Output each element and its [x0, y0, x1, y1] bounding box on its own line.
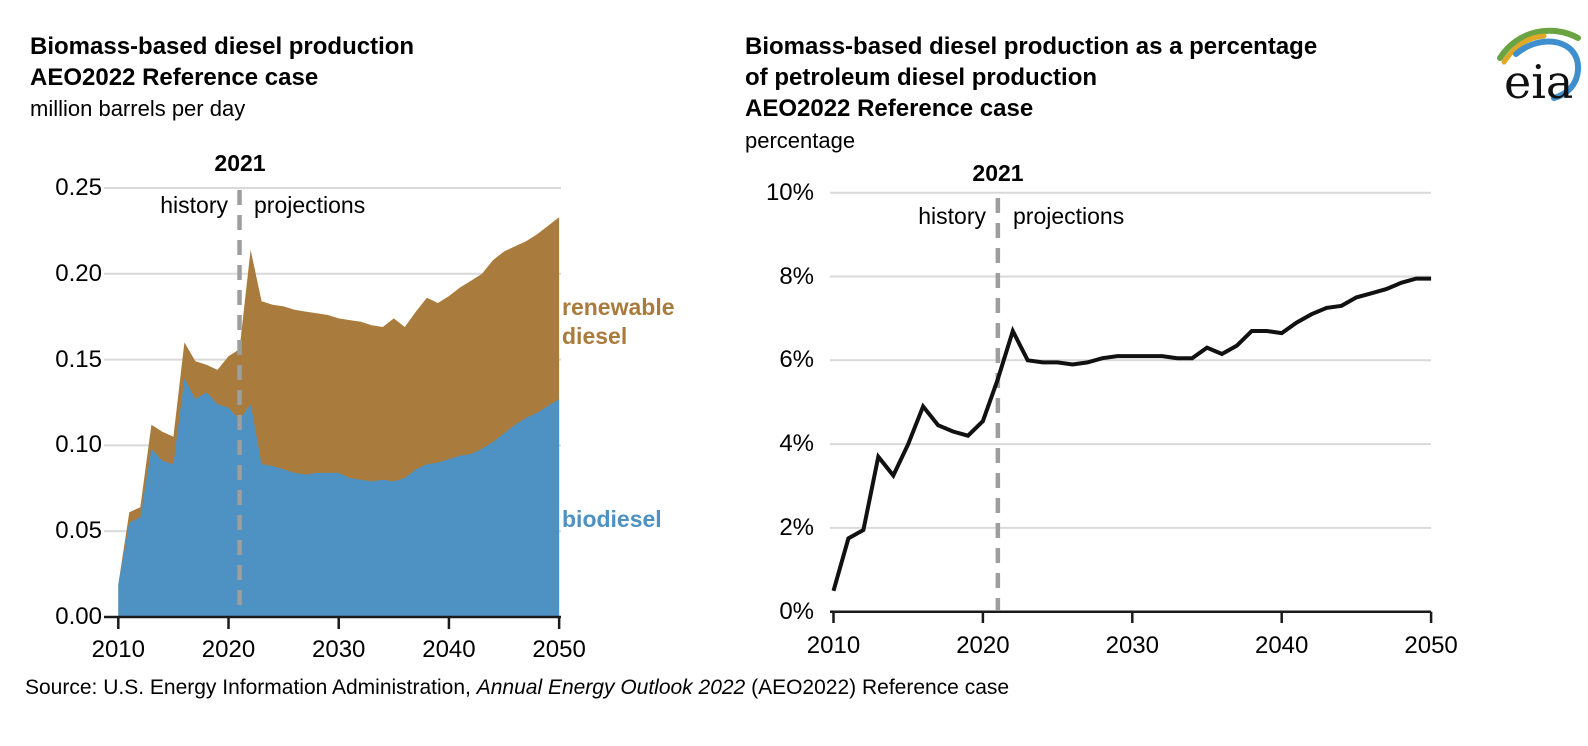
percentage-line — [831, 276, 1432, 592]
right-y-tick-label: 2% — [779, 513, 814, 541]
legend-renewable-line1: renewable — [562, 294, 675, 320]
left-y-tick-label: 0.20 — [55, 259, 102, 287]
right-y-tick-label: 10% — [765, 178, 814, 206]
left-chart-2021-marker: 2021 — [214, 150, 266, 176]
right-chart-history-label: history — [918, 203, 986, 229]
right-y-tick-label: 8% — [779, 262, 814, 290]
left-x-tick-label: 2050 — [532, 636, 586, 663]
eia-logo-yellow-swoosh — [1501, 33, 1547, 65]
source-prefix: Source: U.S. Energy Information Administ… — [25, 676, 477, 699]
right-x-tick-label: 2050 — [1404, 632, 1458, 659]
right-chart-2021-marker: 2021 — [972, 160, 1024, 186]
eia-logo-text: eia — [1504, 55, 1573, 108]
right-x-tick-label: 2020 — [956, 632, 1010, 659]
eia-logo-blue-swoosh — [1513, 38, 1582, 101]
legend-renewable-diesel: renewable diesel — [562, 293, 675, 351]
source-suffix: (AEO2022) Reference case — [745, 676, 1010, 699]
right-x-tick-label: 2040 — [1254, 632, 1309, 659]
right-chart-title-line3: AEO2022 Reference case — [745, 95, 1034, 122]
left-y-tick-label: 0.25 — [55, 174, 102, 201]
legend-renewable-line2: diesel — [562, 323, 628, 349]
right-y-tick-label: 4% — [779, 430, 814, 458]
left-chart-units-label: million barrels per day — [30, 96, 246, 121]
right-x-tick-label: 2010 — [806, 632, 861, 659]
right-chart-title-line2: of petroleum diesel production — [745, 64, 1098, 91]
left-y-tick-label: 0.15 — [55, 345, 102, 373]
right-y-tick-label: 6% — [779, 346, 814, 374]
biodiesel-area — [118, 378, 560, 617]
left-x-tick-label: 2040 — [422, 636, 476, 663]
left-x-tick-label: 2020 — [201, 636, 256, 663]
eia-logo: eia — [1497, 27, 1582, 108]
source-line: Source: U.S. Energy Information Administ… — [25, 676, 1009, 700]
left-chart-history-label: history — [160, 192, 228, 218]
right-y-tick-label: 0% — [779, 597, 814, 625]
eia-logo-green-swoosh — [1497, 27, 1581, 61]
right-chart-title-line1: Biomass-based diesel production as a per… — [745, 33, 1318, 60]
source-publication: Annual Energy Outlook 2022 — [476, 676, 746, 699]
left-chart-title-line1: Biomass-based diesel production — [30, 33, 415, 60]
left-y-tick-label: 0.00 — [55, 603, 102, 630]
right-chart-units-label: percentage — [745, 128, 856, 153]
left-x-tick-label: 2010 — [91, 636, 145, 663]
left-x-tick-label: 2030 — [312, 636, 366, 663]
right-chart-projections-label: projections — [1013, 203, 1125, 229]
left-chart-title-line2: AEO2022 Reference case — [30, 64, 319, 91]
left-y-tick-label: 0.10 — [55, 431, 102, 459]
left-y-tick-label: 0.05 — [55, 517, 102, 545]
left-chart-projections-label: projections — [254, 192, 366, 218]
legend-biodiesel: biodiesel — [562, 506, 662, 532]
right-x-tick-label: 2030 — [1105, 632, 1159, 659]
